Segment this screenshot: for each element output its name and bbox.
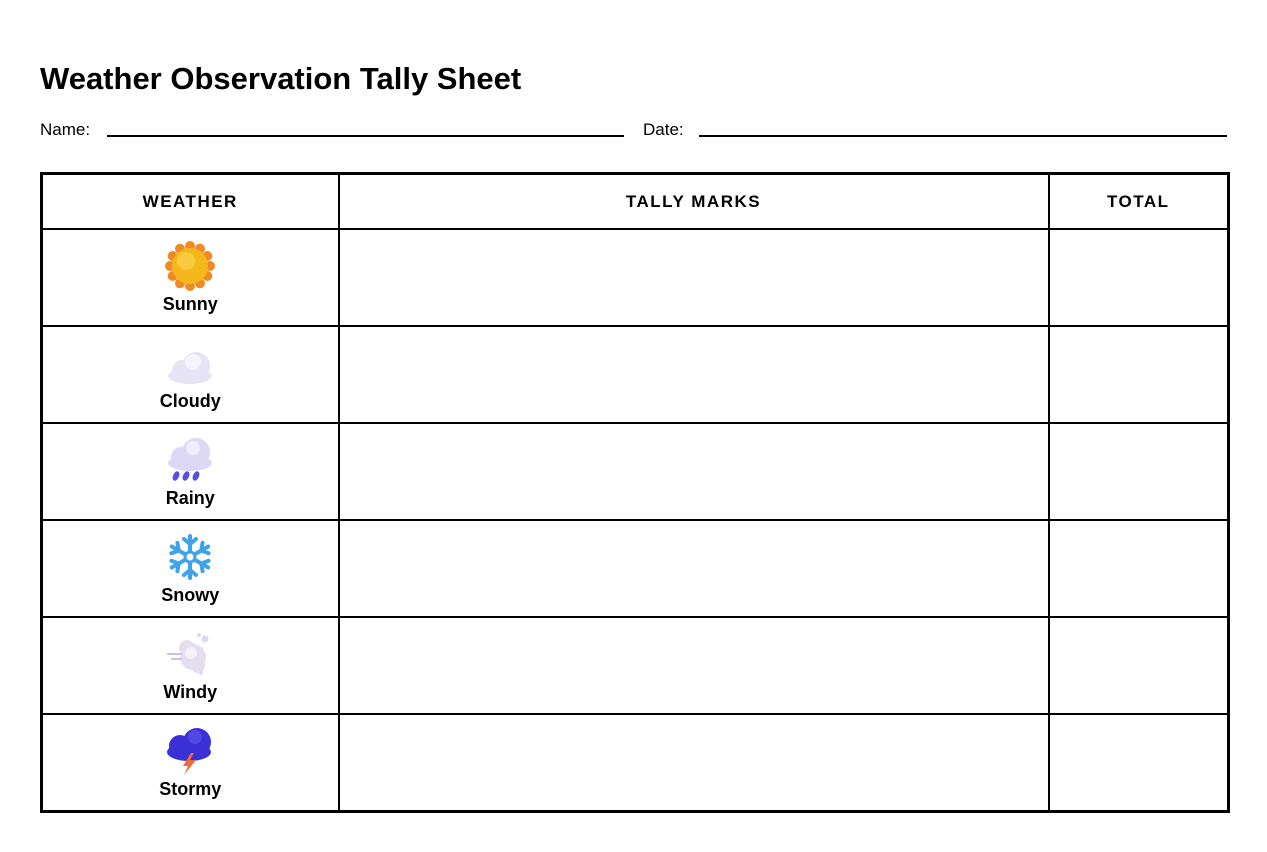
total-cell[interactable] [1047, 713, 1230, 813]
weather-cell: Windy [40, 616, 340, 715]
page-title: Weather Observation Tally Sheet [40, 61, 522, 96]
tally-table: WEATHER TALLY MARKS TOTAL [40, 172, 1230, 813]
weather-label: Cloudy [159, 390, 221, 411]
weather-label: Rainy [165, 487, 215, 508]
table-row-sunny: Sunny [40, 228, 1230, 327]
table-header-row: WEATHER TALLY MARKS TOTAL [40, 172, 1230, 230]
total-column-header: TOTAL [1047, 172, 1230, 230]
date-label: Date: [643, 120, 684, 139]
weather-column-header: WEATHER [40, 172, 340, 230]
weather-cell: Stormy [40, 713, 340, 813]
weather-label: Stormy [159, 778, 222, 799]
cloud-icon [168, 351, 213, 384]
total-cell[interactable] [1047, 228, 1230, 327]
total-cell[interactable] [1047, 519, 1230, 618]
sun-icon [165, 240, 216, 291]
tally-cell[interactable] [337, 713, 1050, 813]
weather-label: Sunny [162, 293, 218, 314]
tally-cell[interactable] [337, 616, 1050, 715]
weather-cell: Rainy [40, 422, 340, 521]
tally-cell[interactable] [337, 325, 1050, 424]
weather-cell: Sunny [40, 228, 340, 327]
tally-cell[interactable] [337, 519, 1050, 618]
wind-icon [167, 632, 209, 675]
snowflake-icon [167, 533, 214, 580]
table-row-windy: Windy [40, 616, 1230, 715]
sheet-fields: Name: Date: [40, 120, 1227, 140]
name-label: Name: [40, 120, 91, 139]
weather-label: Snowy [161, 584, 220, 605]
name-field[interactable] [107, 135, 624, 137]
total-cell[interactable] [1047, 422, 1230, 521]
weather-label: Windy [163, 681, 218, 702]
table-row-cloudy: Cloudy [40, 325, 1230, 424]
table-row-snowy: Snowy [40, 519, 1230, 618]
weather-cell: Snowy [40, 519, 340, 618]
total-cell[interactable] [1047, 616, 1230, 715]
tally-cell[interactable] [337, 422, 1050, 521]
table-row-rainy: Rainy [40, 422, 1230, 521]
storm-cloud-icon [167, 727, 212, 775]
tally-marks-column-header: TALLY MARKS [337, 172, 1050, 230]
date-field[interactable] [699, 135, 1227, 137]
rain-cloud-icon [168, 437, 213, 481]
tally-cell[interactable] [337, 228, 1050, 327]
total-cell[interactable] [1047, 325, 1230, 424]
weather-cell: Cloudy [40, 325, 340, 424]
table-row-stormy: Stormy [40, 713, 1230, 813]
